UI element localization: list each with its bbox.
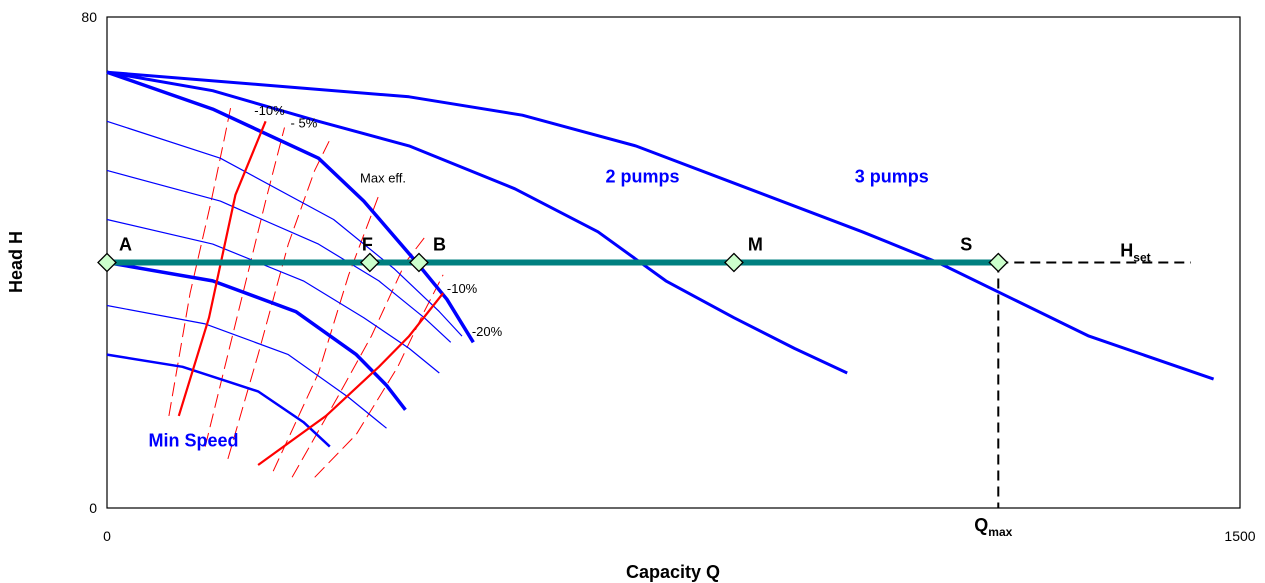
annotation-3: -10% — [447, 281, 478, 296]
curve-label-0: 2 pumps — [606, 167, 680, 187]
y-tick-top: 80 — [81, 9, 97, 25]
efficiency-dashed-lines — [168, 102, 444, 478]
annotation-1: - 5% — [291, 115, 318, 130]
efficiency-line-0 — [177, 120, 267, 417]
series-three-pumps — [106, 70, 1215, 381]
y-axis-title: Head H — [6, 231, 26, 293]
series-pump-70 — [106, 218, 440, 374]
hset-label: Hset — [1120, 241, 1150, 265]
pump-curves — [106, 70, 1215, 448]
hset-label-sub: set — [1133, 251, 1150, 265]
point-label-M: M — [748, 235, 763, 255]
annotation-4: -20% — [472, 324, 503, 339]
marker-A — [97, 252, 117, 273]
point-label-A: A — [119, 235, 132, 255]
series-pump-80 — [106, 169, 452, 343]
efficiency-dashed-line-0 — [168, 102, 233, 416]
series-two-pumps — [106, 70, 848, 375]
marker-F — [359, 252, 380, 273]
curve-label-1: 3 pumps — [855, 167, 929, 187]
series-pump-60 — [106, 260, 407, 411]
series-pump-90 — [106, 120, 463, 337]
qmax-label-sub: max — [988, 525, 1012, 539]
operating-points — [97, 252, 1009, 273]
x-tick-right: 1500 — [1224, 528, 1255, 544]
curve-label-2: Min Speed — [149, 431, 239, 451]
marker-B — [409, 252, 429, 273]
efficiency-lines — [177, 120, 444, 466]
series-pump-min — [106, 353, 331, 448]
point-label-F: F — [362, 235, 373, 255]
efficiency-line-1 — [257, 292, 444, 466]
qmax-label: Qmax — [974, 515, 1012, 539]
y-tick-bottom: 0 — [89, 500, 97, 516]
point-label-B: B — [433, 235, 446, 255]
hset-line-group — [107, 259, 1191, 508]
efficiency-dashed-line-2 — [227, 139, 331, 460]
marker-S — [988, 252, 1009, 273]
marker-M — [724, 252, 744, 273]
series-pump-50 — [106, 304, 387, 429]
efficiency-dashed-line-3 — [272, 194, 380, 472]
x-axis-title: Capacity Q — [626, 562, 720, 582]
annotation-2: Max eff. — [360, 171, 406, 186]
chart-text: A F B M S 2 pumps 3 pumps Min Speed -10% - 5% Max … — [119, 103, 1151, 539]
x-tick-left: 0 — [103, 528, 111, 544]
point-label-S: S — [960, 235, 972, 255]
series-pump-100 — [106, 70, 475, 344]
annotation-0: -10% — [254, 103, 285, 118]
